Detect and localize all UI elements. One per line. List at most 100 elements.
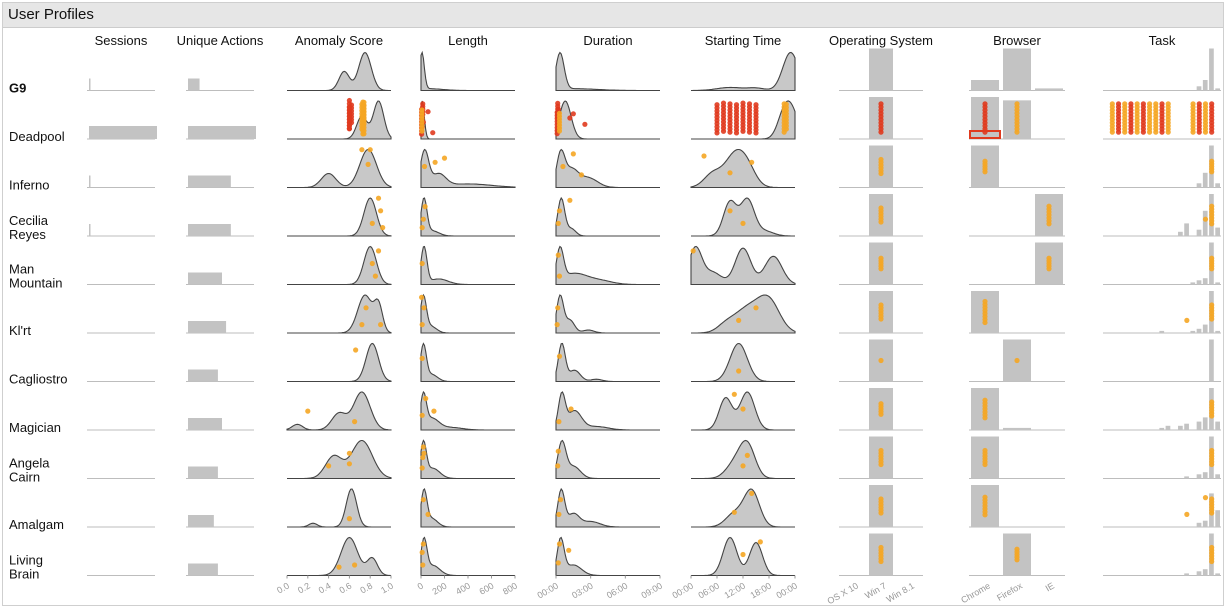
length-point (420, 497, 426, 503)
task-point (1128, 101, 1134, 107)
row-label: Brain (9, 567, 39, 582)
length-point (420, 444, 426, 450)
anomaly-score-point (359, 322, 365, 328)
anomaly-score-density (287, 197, 392, 237)
length-density (420, 390, 515, 431)
length-point (425, 511, 431, 517)
browser-point (982, 494, 988, 500)
column-header-unique-actions: Unique Actions (177, 33, 264, 48)
duration-point (556, 273, 563, 279)
duration-tick-label: 06:00 (605, 581, 630, 601)
task-point (1153, 101, 1159, 107)
length-point (420, 101, 426, 107)
length-density (420, 342, 515, 383)
anomaly-score-tick-label: 0.6 (338, 581, 354, 596)
browser-bar (971, 80, 999, 91)
anomaly-score-point (365, 161, 371, 167)
task-bar (1184, 223, 1189, 236)
length-density (420, 197, 515, 237)
row-label: Cairn (9, 470, 40, 485)
anomaly-score-point (367, 147, 373, 153)
column-header-browser: Browser (993, 33, 1041, 48)
starting-time-density (691, 197, 795, 237)
length-point (419, 549, 425, 556)
starting-time-point (690, 248, 696, 254)
browser-bar (1003, 427, 1031, 430)
task-bar (1196, 328, 1202, 333)
browser-point (1046, 203, 1052, 209)
os-point (878, 447, 884, 454)
task-bar (1215, 573, 1220, 576)
length-tick-label: 800 (501, 581, 519, 597)
duration-point (582, 121, 588, 127)
task-bar (1215, 227, 1220, 236)
os-point (878, 401, 884, 407)
duration-point (555, 100, 561, 106)
starting-time-point (740, 463, 746, 469)
anomaly-score-point (369, 220, 375, 226)
sessions-bar (89, 78, 91, 91)
starting-time-point (701, 153, 707, 159)
browser-point (982, 158, 988, 164)
starting-time-point (753, 102, 759, 108)
starting-time-density (691, 536, 795, 577)
duration-point (555, 560, 561, 566)
starting-time-point (733, 102, 740, 108)
length-density (420, 536, 515, 577)
starting-time-point (736, 317, 742, 323)
column-header-sessions: Sessions (95, 33, 148, 48)
row-label: Living (9, 553, 43, 568)
length-point (425, 109, 431, 115)
anomaly-score-point (360, 99, 366, 105)
anomaly-score-density (287, 439, 392, 480)
column-header-operating-system: Operating System (829, 33, 933, 48)
anomaly-score-point (380, 225, 386, 231)
unique-actions-bar (188, 321, 227, 333)
anomaly-score-point (305, 408, 311, 414)
anomaly-score-tick-label: 1.0 (379, 581, 395, 596)
task-bar (1178, 425, 1183, 430)
anomaly-score-density (287, 536, 392, 577)
duration-tick-label: 00:00 (535, 581, 560, 601)
task-bar (1190, 282, 1196, 285)
row-label: Amalgam (9, 517, 64, 532)
anomaly-score-point (369, 260, 375, 267)
os-point (878, 255, 884, 261)
task-bar (1202, 569, 1208, 576)
task-bar (1202, 472, 1208, 479)
duration-density (555, 439, 660, 480)
task-point (1159, 101, 1165, 107)
length-density (420, 148, 516, 189)
task-point (1209, 302, 1215, 308)
starting-time-point (749, 159, 755, 165)
anomaly-score-density (287, 245, 392, 286)
row-label: G9 (9, 81, 26, 96)
anomaly-score-density (287, 488, 391, 528)
browser-point (982, 397, 988, 403)
length-tick-label: 200 (430, 581, 448, 597)
row-label: Mountain (9, 276, 62, 291)
column-header-starting-time: Starting Time (705, 33, 782, 48)
row-label: Angela (9, 456, 50, 471)
unique-actions-bar (188, 563, 218, 576)
row-label: Inferno (9, 178, 49, 193)
duration-density (555, 100, 660, 140)
browser-tick-label: Firefox (995, 580, 1024, 603)
starting-time-point (727, 208, 733, 214)
duration-point (578, 172, 585, 178)
anomaly-score-tick-label: 0.2 (296, 581, 312, 596)
anomaly-score-point (375, 248, 382, 254)
duration-density (555, 487, 660, 528)
starting-time-point (731, 509, 737, 515)
os-point (878, 302, 884, 308)
duration-density (555, 51, 660, 92)
task-bar (1196, 86, 1202, 91)
starting-time-density (691, 439, 795, 480)
duration-tick-label: 03:00 (570, 581, 595, 601)
task-point (1184, 511, 1190, 517)
task-point (1184, 317, 1190, 323)
row-label: Cecilia (9, 213, 49, 228)
duration-point (556, 511, 562, 517)
duration-point (556, 208, 563, 214)
duration-density (555, 245, 660, 286)
